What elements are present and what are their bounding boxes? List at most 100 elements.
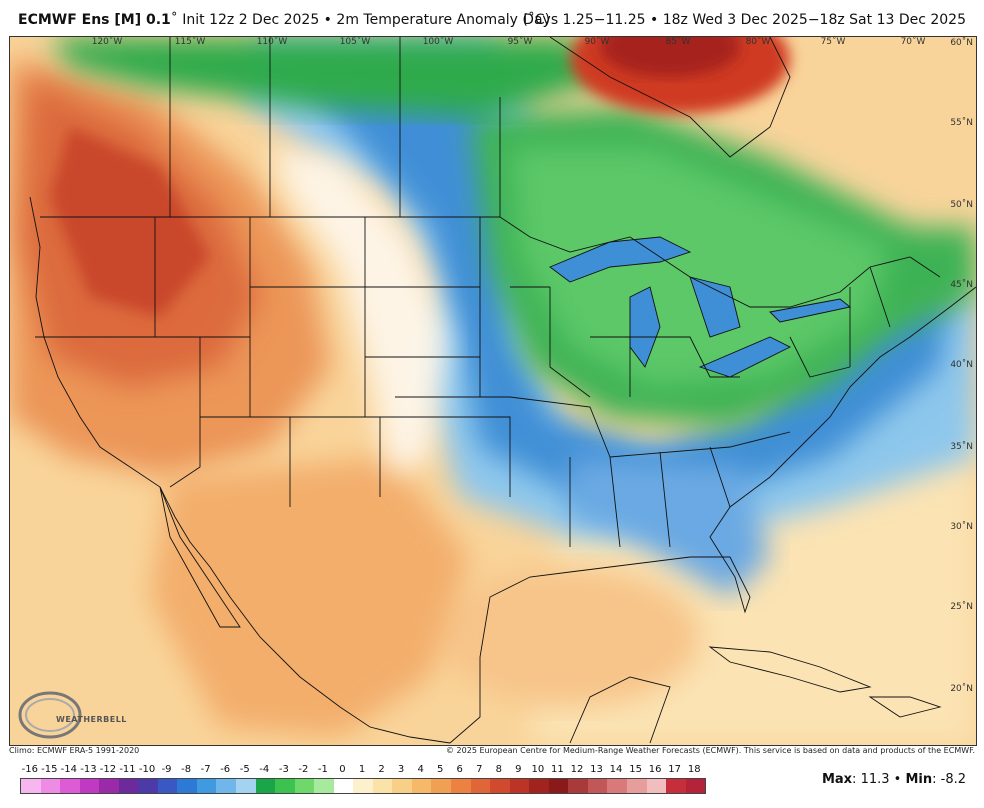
longitude-label: 80˚W	[745, 37, 771, 47]
color-swatch	[138, 779, 158, 793]
longitude-label: 115˚W	[174, 37, 206, 47]
color-swatch	[411, 779, 432, 793]
color-scale-tick: -4	[259, 764, 270, 775]
color-swatch	[21, 779, 41, 793]
color-swatch	[509, 779, 530, 793]
longitude-label: 85˚W	[665, 37, 691, 47]
init-time: Init 12z 2 Dec 2025	[182, 12, 320, 28]
min-label: Min	[905, 772, 933, 787]
map-borders	[29, 37, 976, 744]
color-scale-tick: -3	[278, 764, 289, 775]
color-swatch	[490, 779, 510, 793]
latitude-label: 55˚N	[950, 118, 973, 128]
latitude-label: 30˚N	[950, 522, 973, 532]
color-swatch	[314, 779, 334, 793]
color-scale-tick: -6	[220, 764, 231, 775]
color-scale-tick: 5	[436, 764, 444, 775]
color-scale-labels: -16 -15 -14 -13 -12 -11 -10 -9 -8 -7 -6 -5 -4 -3 -2 -1 0…	[20, 764, 704, 778]
color-scale-tick: 14	[609, 764, 623, 775]
color-swatch	[548, 779, 569, 793]
map-title: ECMWF Ens [M] 0.1˚ Init 12z 2 Dec 2025 •…	[18, 12, 551, 28]
color-swatch	[587, 779, 608, 793]
color-scale-tick: 2	[378, 764, 385, 775]
color-swatch	[626, 779, 647, 793]
color-swatch	[40, 779, 61, 793]
color-swatch	[255, 779, 276, 793]
longitude-label: 70˚W	[900, 37, 926, 47]
map-canvas	[10, 37, 976, 745]
anomaly-map[interactable]: 120˚W 115˚W 110˚W 105˚W 100˚W 95˚W 90˚W 85˚W 80˚…	[9, 36, 977, 746]
color-scale-tick: -7	[200, 764, 211, 775]
color-swatch	[294, 779, 315, 793]
color-scale-tick: -9	[161, 764, 172, 775]
color-scale-tick: 3	[397, 764, 405, 775]
color-swatch	[275, 779, 295, 793]
color-swatch	[177, 779, 197, 793]
latitude-label: 45˚N	[950, 280, 973, 290]
color-scale-legend: -16 -15 -14 -13 -12 -11 -10 -9 -8 -7 -6 -5 -4 -3 -2 -1 0…	[20, 764, 706, 794]
color-scale-tick: 6	[456, 764, 463, 775]
color-swatch	[646, 779, 667, 793]
color-scale-tick: 12	[570, 764, 584, 775]
color-scale-tick: -11	[119, 764, 136, 775]
color-scale-tick: 15	[629, 764, 642, 775]
latitude-label: 35˚N	[950, 442, 973, 452]
longitude-label: 110˚W	[256, 37, 288, 47]
color-swatch	[216, 779, 237, 793]
product-name: 2m Temperature Anomaly (˚C)	[336, 12, 551, 28]
max-min-stats: Max: 11.3 • Min: -8.2	[821, 772, 966, 787]
color-swatch	[685, 779, 706, 793]
valid-period: Days 1.25−11.25 • 18z Wed 3 Dec 2025−18z…	[523, 12, 966, 28]
longitude-label: 95˚W	[507, 37, 533, 47]
logo-text: WEATHERBELL	[56, 715, 127, 724]
color-swatch	[118, 779, 139, 793]
latitude-label: 50˚N	[950, 200, 973, 210]
color-scale-swatches	[20, 778, 706, 794]
longitude-label: 100˚W	[422, 37, 454, 47]
color-swatch	[333, 779, 354, 793]
longitude-label: 90˚W	[584, 37, 610, 47]
color-scale-tick: 4	[417, 764, 424, 775]
color-scale-tick: -2	[298, 764, 309, 775]
max-value: 11.3	[860, 772, 890, 787]
color-scale-tick: 9	[515, 764, 522, 775]
color-scale-tick: 11	[551, 764, 564, 775]
color-scale-tick: -14	[60, 764, 78, 775]
longitude-label: 105˚W	[339, 37, 371, 47]
min-value: -8.2	[940, 772, 966, 787]
color-swatch	[607, 779, 627, 793]
weatherbell-logo-mark	[18, 691, 82, 739]
color-swatch	[568, 779, 588, 793]
color-scale-tick: 17	[668, 764, 682, 775]
longitude-label: 75˚W	[820, 37, 846, 47]
max-label: Max	[821, 772, 853, 787]
climo-credit: Climo: ECMWF ERA-5 1991-2020	[9, 746, 140, 755]
color-scale-tick: 18	[687, 764, 701, 775]
color-scale-tick: -16	[21, 764, 38, 775]
color-scale-tick: -8	[181, 764, 192, 775]
color-scale-tick: -1	[317, 764, 328, 775]
color-swatch	[470, 779, 491, 793]
color-swatch	[392, 779, 412, 793]
color-swatch	[79, 779, 100, 793]
latitude-label: 60˚N	[950, 38, 973, 48]
color-scale-tick: -13	[80, 764, 97, 775]
latitude-label: 20˚N	[950, 684, 973, 694]
color-scale-tick: 7	[476, 764, 483, 775]
color-scale-tick: -12	[99, 764, 117, 775]
color-swatch	[157, 779, 178, 793]
color-swatch	[196, 779, 217, 793]
color-swatch	[451, 779, 471, 793]
color-swatch	[99, 779, 119, 793]
color-scale-tick: -5	[239, 764, 250, 775]
credits-bar: Climo: ECMWF ERA-5 1991-2020 © 2025 Euro…	[9, 746, 975, 758]
copyright-credit: © 2025 European Centre for Medium-Range …	[446, 746, 975, 755]
color-scale-tick: -10	[138, 764, 156, 775]
longitude-label: 120˚W	[91, 37, 123, 47]
color-scale-tick: 16	[648, 764, 662, 775]
color-scale-tick: 1	[358, 764, 366, 775]
color-scale-tick: 8	[495, 764, 502, 775]
color-swatch	[236, 779, 256, 793]
color-swatch	[431, 779, 452, 793]
color-swatch	[372, 779, 393, 793]
